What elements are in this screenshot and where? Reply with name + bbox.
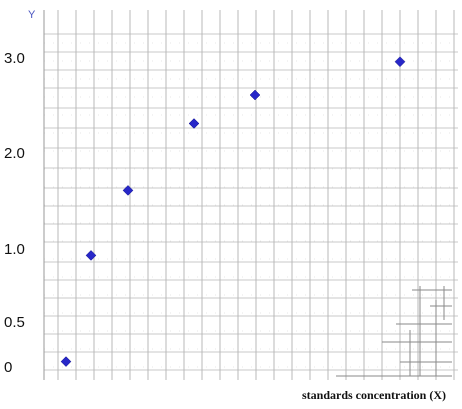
y-axis-title: Y (28, 9, 36, 21)
major-grid (43, 10, 458, 380)
y-tick-label: 0 (4, 359, 12, 376)
y-tick-labels: 0 0.5 1.0 2.0 3.0 (4, 50, 25, 376)
data-points (60, 56, 406, 367)
data-point (122, 185, 134, 196)
data-point (188, 118, 200, 129)
x-axis-title: standards concentration (X) (302, 388, 446, 402)
corner-grid-decoration (336, 286, 452, 377)
y-tick-label: 3.0 (4, 50, 25, 67)
y-tick-label: 2.0 (4, 145, 25, 162)
data-point (394, 56, 406, 68)
y-tick-label: 0.5 (4, 314, 25, 331)
data-point (60, 356, 72, 367)
data-point (85, 250, 97, 261)
y-tick-label: 1.0 (4, 241, 25, 258)
data-point (249, 89, 261, 101)
minor-grid (44, 42, 458, 368)
